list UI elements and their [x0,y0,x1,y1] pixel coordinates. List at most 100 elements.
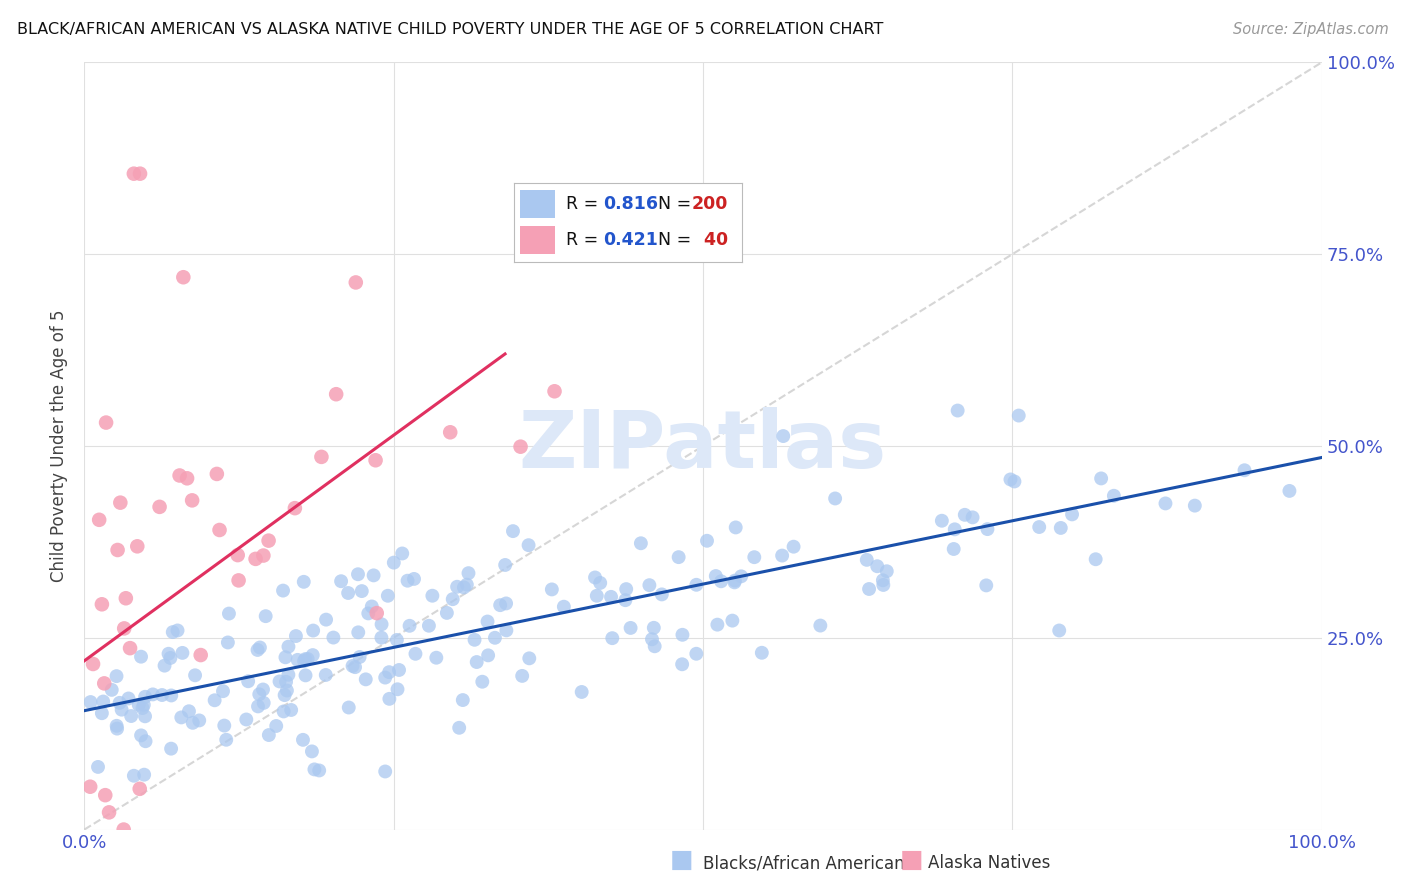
Point [457,566,479,581]
Point [252,682,274,697]
Point [441,592,464,607]
Point [1008,409,1031,423]
Point [274,650,297,665]
Point [105,722,128,736]
Text: 200: 200 [692,195,728,213]
Point [643,621,665,635]
Point [1102,489,1125,503]
Point [142,687,165,701]
Point [1028,520,1050,534]
Point [287,653,309,667]
Point [228,574,250,588]
Point [517,651,540,665]
Point [876,564,898,578]
Point [465,655,488,669]
Point [510,669,533,683]
Point [342,659,364,673]
Point [122,769,145,783]
Point [464,632,486,647]
Point [344,660,367,674]
Point [704,569,727,583]
Point [292,574,315,589]
Point [170,710,193,724]
Point [1060,508,1083,522]
Point [540,582,562,597]
Point [82,657,104,671]
Point [129,167,152,181]
Point [292,654,315,668]
Point [1090,471,1112,485]
Point [89,513,111,527]
Point [1278,483,1301,498]
Point [974,578,997,592]
Point [585,589,607,603]
Point [671,657,693,672]
Point [107,543,129,558]
Point [90,706,112,721]
Point [218,607,240,621]
Point [176,471,198,485]
Point [301,744,323,758]
Point [273,705,295,719]
Point [277,640,299,654]
Text: R =: R = [567,195,605,213]
Point [1184,499,1206,513]
Point [311,450,333,464]
Point [98,805,121,820]
Point [858,582,880,596]
Point [751,646,773,660]
Point [724,574,747,588]
Point [157,647,180,661]
Point [770,549,793,563]
Point [436,606,458,620]
Point [94,416,117,430]
Text: Blacks/African Americans: Blacks/African Americans [703,855,914,872]
Point [122,167,145,181]
Point [600,631,623,645]
Text: 0.816: 0.816 [603,195,658,213]
Point [188,714,211,728]
Point [1154,496,1177,510]
Point [271,583,294,598]
Point [651,587,673,601]
Point [422,589,444,603]
Point [277,667,299,681]
Point [953,508,976,522]
Point [976,522,998,536]
Point [931,514,953,528]
Point [128,781,150,796]
Point [294,652,316,666]
Point [350,584,373,599]
Point [304,763,326,777]
Point [150,688,173,702]
Point [696,533,718,548]
Point [742,550,765,565]
Point [943,522,966,536]
Point [214,718,236,732]
Text: ZIPatlas: ZIPatlas [519,407,887,485]
Point [294,668,316,682]
Point [273,688,295,702]
Point [172,270,194,285]
Point [477,648,499,663]
Point [402,572,425,586]
Point [269,674,291,689]
Text: Source: ZipAtlas.com: Source: ZipAtlas.com [1233,22,1389,37]
Point [942,541,965,556]
Point [325,387,347,401]
Point [494,558,516,572]
Point [387,682,409,697]
Point [471,674,494,689]
Point [131,701,153,715]
Point [284,501,307,516]
Point [254,609,277,624]
Point [364,453,387,467]
Point [589,575,612,590]
Point [172,646,194,660]
Point [377,589,399,603]
Point [257,728,280,742]
Point [337,586,360,600]
Point [517,538,540,552]
Point [159,651,181,665]
Text: N =: N = [658,195,696,213]
